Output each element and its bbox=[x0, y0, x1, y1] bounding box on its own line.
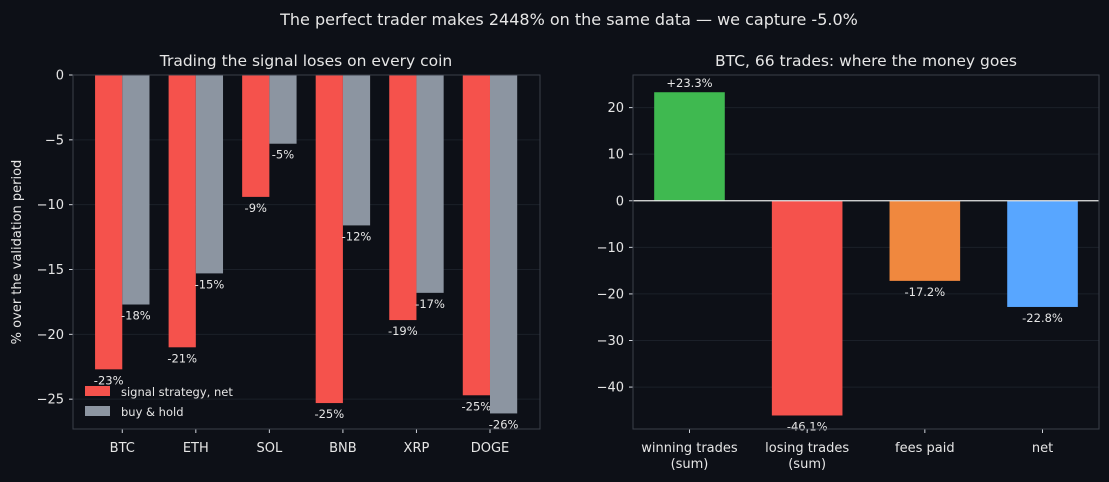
chart-right-xtick-label: fees paid bbox=[895, 441, 955, 456]
label-hold-xrp: -17% bbox=[415, 297, 445, 311]
chart-left-legend: signal strategy, net buy & hold bbox=[85, 385, 233, 419]
chart-left-xtick-label: BTC bbox=[110, 441, 135, 456]
chart-left-ytick-label: −10 bbox=[37, 198, 64, 213]
label-fees: -17.2% bbox=[904, 285, 945, 299]
bar-signal-doge bbox=[462, 75, 490, 396]
chart-right-ytick-label: −20 bbox=[597, 287, 624, 302]
chart-left-ytick-label: −5 bbox=[45, 133, 64, 148]
chart-right-frame bbox=[632, 74, 1100, 430]
chart-left-frame bbox=[72, 74, 541, 430]
label-hold-eth: -15% bbox=[195, 277, 225, 291]
bar-hold-eth bbox=[195, 75, 224, 274]
chart-right-ytick-label: 20 bbox=[607, 101, 624, 116]
chart-right-xtick-label: net bbox=[1032, 441, 1053, 456]
label-hold-doge: -26% bbox=[489, 417, 519, 431]
chart-left-ylabel: % over the validation period bbox=[10, 160, 25, 345]
chart-left-ytick-label: 0 bbox=[56, 69, 64, 84]
legend-swatch-hold bbox=[85, 406, 110, 416]
bar-signal-xrp bbox=[389, 75, 417, 321]
label-winning: +23.3% bbox=[666, 76, 712, 90]
chart-left-xtick-label: XRP bbox=[404, 441, 430, 456]
bar-winning bbox=[654, 92, 725, 201]
chart-left-ytick-label: −20 bbox=[37, 328, 64, 343]
bar-signal-btc bbox=[95, 75, 123, 370]
bar-losing bbox=[771, 200, 843, 416]
legend-label-signal: signal strategy, net bbox=[121, 385, 233, 399]
label-signal-bnb: -25% bbox=[314, 407, 344, 421]
bar-signal-eth bbox=[168, 75, 196, 348]
label-signal-doge: -25% bbox=[462, 399, 492, 413]
chart-right-ytick-label: 0 bbox=[616, 194, 624, 209]
bar-signal-sol bbox=[242, 75, 270, 197]
chart-left-title: Trading the signal loses on every coin bbox=[159, 52, 452, 70]
chart-right-ytick-label: −40 bbox=[597, 381, 624, 396]
label-losing: -46.1% bbox=[787, 419, 828, 433]
bar-hold-bnb bbox=[342, 75, 371, 226]
legend-label-hold: buy & hold bbox=[121, 405, 184, 419]
chart-right: BTC, 66 trades: where the money goes 20 1… bbox=[597, 52, 1100, 472]
chart-right-ytick-label: −30 bbox=[597, 334, 624, 349]
chart-left-ytick-label: −25 bbox=[37, 393, 64, 408]
chart-left-xtick-label: SOL bbox=[256, 441, 282, 456]
chart-left-xtick-label: ETH bbox=[183, 441, 209, 456]
bar-signal-bnb bbox=[315, 75, 343, 404]
bar-hold-doge bbox=[489, 75, 518, 414]
label-hold-sol: -5% bbox=[272, 148, 294, 162]
label-hold-btc: -18% bbox=[121, 309, 151, 323]
bar-hold-sol bbox=[269, 75, 297, 144]
chart-right-ytick-label: 10 bbox=[607, 148, 624, 163]
bar-hold-btc bbox=[122, 75, 150, 305]
label-hold-bnb: -12% bbox=[342, 229, 372, 243]
chart-right-ytick-label: −10 bbox=[597, 241, 624, 256]
chart-left-xtick-label: DOGE bbox=[471, 441, 510, 456]
bar-hold-xrp bbox=[416, 75, 444, 293]
bar-fees bbox=[889, 200, 961, 281]
chart-right-xtick-label: (sum) bbox=[671, 457, 709, 472]
label-signal-xrp: -19% bbox=[388, 324, 418, 338]
figure-suptitle: The perfect trader makes 2448% on the sa… bbox=[279, 10, 858, 29]
chart-left: Trading the signal loses on every coin %… bbox=[10, 52, 541, 456]
label-signal-eth: -21% bbox=[167, 351, 197, 365]
bar-net bbox=[1007, 200, 1078, 307]
chart-left-xtick-label: BNB bbox=[329, 441, 357, 456]
chart-right-title: BTC, 66 trades: where the money goes bbox=[715, 52, 1017, 70]
legend-swatch-signal bbox=[85, 386, 110, 396]
chart-right-xtick-label: losing trades bbox=[765, 441, 849, 456]
label-net: -22.8% bbox=[1022, 311, 1063, 325]
chart-left-ytick-label: −15 bbox=[37, 263, 64, 278]
chart-right-xtick-label: (sum) bbox=[788, 457, 826, 472]
label-signal-btc: -23% bbox=[94, 373, 124, 387]
label-signal-sol: -9% bbox=[245, 201, 267, 215]
chart-right-xtick-label: winning trades bbox=[641, 441, 738, 456]
